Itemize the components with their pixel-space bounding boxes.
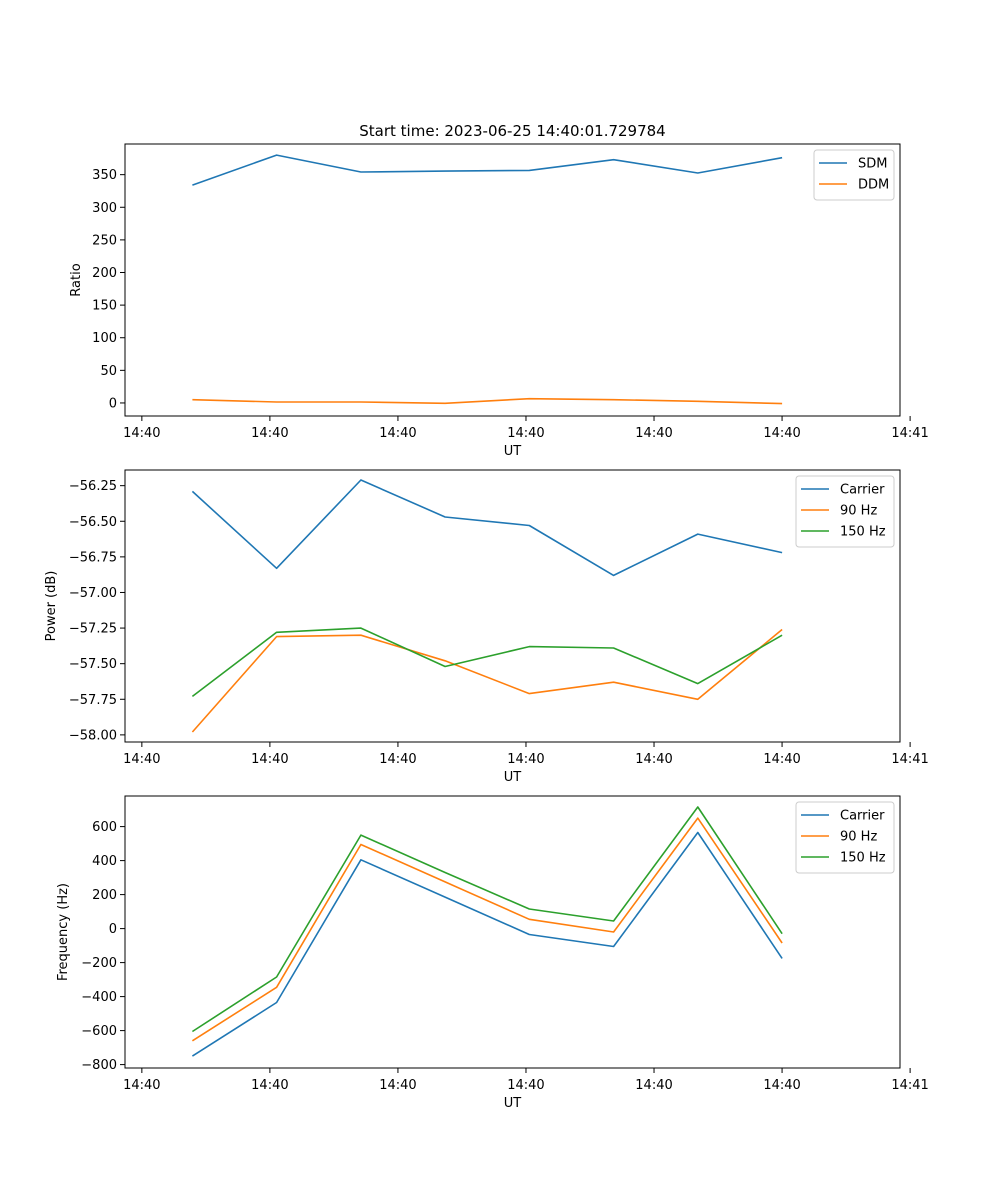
x-tick-label: 14:41 <box>891 1078 928 1093</box>
x-tick-label: 14:40 <box>123 1078 160 1093</box>
x-tick-label: 14:40 <box>379 752 416 767</box>
ratio-panel: 14:40 14:40 14:40 14:40 14:40 14:40 14:41 0 50 10… <box>69 122 929 459</box>
x-tick-label: 14:41 <box>891 426 928 441</box>
axes-frame <box>124 143 901 417</box>
y-tick-label: −400 <box>81 990 117 1005</box>
series-line-sdm <box>192 154 783 186</box>
x-tick-label: 14:40 <box>763 1078 800 1093</box>
y-tick-label: 150 <box>92 299 117 314</box>
y-axis-label: Power (dB) <box>44 571 59 642</box>
legend: Carrier 90 Hz 150 Hz <box>795 801 895 874</box>
x-tick-label: 14:40 <box>379 426 416 441</box>
y-tick-label: −56.25 <box>69 479 117 494</box>
x-tick-label: 14:40 <box>251 1078 288 1093</box>
chart-title: Start time: 2023-06-25 14:40:01.729784 <box>359 122 665 140</box>
y-tick-label: 250 <box>92 233 117 248</box>
x-tick-label: 14:40 <box>763 426 800 441</box>
power-panel: 14:40 14:40 14:40 14:40 14:40 14:40 14:41 −58.0… <box>44 469 929 785</box>
y-tick-label: 0 <box>109 922 117 937</box>
x-tick-label: 14:40 <box>763 752 800 767</box>
axes-frame <box>124 469 901 743</box>
y-tick-label: −800 <box>81 1058 117 1073</box>
x-tick-label: 14:40 <box>507 426 544 441</box>
series-line-150-hz <box>191 627 783 698</box>
legend-box <box>795 475 895 548</box>
y-tick-label: −200 <box>81 956 117 971</box>
series-line-carrier <box>191 479 783 577</box>
axes-frame <box>124 795 901 1069</box>
x-tick-label: 14:40 <box>507 752 544 767</box>
y-tick-label: −56.75 <box>69 550 117 565</box>
legend: Carrier 90 Hz 150 Hz <box>795 475 895 548</box>
series-line-carrier <box>191 831 783 1057</box>
series-line-ddm <box>192 397 783 405</box>
legend-label: 150 Hz <box>840 525 886 540</box>
x-tick-label: 14:40 <box>123 426 160 441</box>
x-tick-label: 14:41 <box>891 752 928 767</box>
x-tick-label: 14:40 <box>635 752 672 767</box>
x-tick-label: 14:40 <box>123 752 160 767</box>
x-tick-label: 14:40 <box>379 1078 416 1093</box>
y-tick-label: 200 <box>92 266 117 281</box>
x-tick-label: 14:40 <box>507 1078 544 1093</box>
y-tick-label: −57.75 <box>69 693 117 708</box>
legend-label: Carrier <box>840 483 885 498</box>
legend-label: 150 Hz <box>840 851 886 866</box>
y-tick-label: 600 <box>92 820 117 835</box>
y-tick-label: 300 <box>92 201 117 216</box>
series-line-90-hz <box>191 628 783 733</box>
y-tick-label: −58.00 <box>69 728 117 743</box>
x-axis-label: UT <box>504 770 522 785</box>
y-tick-label: 400 <box>92 854 117 869</box>
x-tick-label: 14:40 <box>635 1078 672 1093</box>
y-tick-label: −57.25 <box>69 622 117 637</box>
series-line-150-hz <box>191 806 783 1033</box>
legend-label: SDM <box>858 157 887 172</box>
legend-label: Carrier <box>840 809 885 824</box>
x-axis-label: UT <box>504 444 522 459</box>
legend: SDM DDM <box>813 149 895 201</box>
x-tick-label: 14:40 <box>251 752 288 767</box>
y-tick-label: 350 <box>92 168 117 183</box>
y-tick-label: −57.50 <box>69 657 117 672</box>
x-axis-label: UT <box>504 1096 522 1111</box>
legend-label: DDM <box>858 178 889 193</box>
y-tick-label: 0 <box>109 396 117 411</box>
y-tick-label: −57.00 <box>69 586 117 601</box>
frequency-panel: 14:40 14:40 14:40 14:40 14:40 14:40 14:41 −800 −… <box>56 795 929 1111</box>
y-tick-label: 200 <box>92 888 117 903</box>
legend-label: 90 Hz <box>840 504 877 519</box>
y-tick-label: −600 <box>81 1024 117 1039</box>
y-tick-label: −56.50 <box>69 515 117 530</box>
x-tick-label: 14:40 <box>635 426 672 441</box>
legend-label: 90 Hz <box>840 830 877 845</box>
series-line-90-hz <box>191 817 783 1042</box>
y-axis-label: Frequency (Hz) <box>56 883 71 981</box>
y-tick-label: 100 <box>92 331 117 346</box>
y-axis-label: Ratio <box>69 263 84 296</box>
y-tick-label: 50 <box>100 364 117 379</box>
legend-box <box>795 801 895 874</box>
x-tick-label: 14:40 <box>251 426 288 441</box>
